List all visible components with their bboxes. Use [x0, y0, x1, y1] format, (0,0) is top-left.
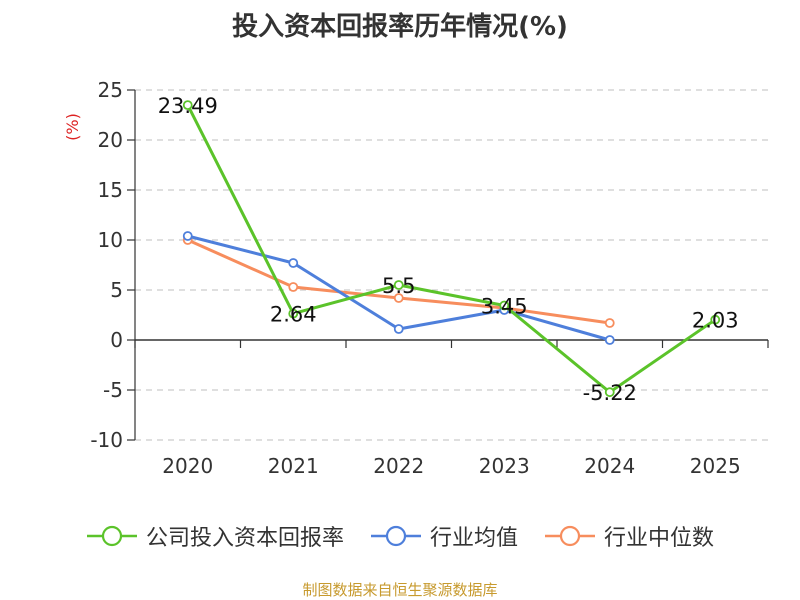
data-label: 3.45	[481, 295, 528, 319]
chart-title: 投入资本回报率历年情况(%)	[232, 12, 568, 42]
legend-marker-icon	[86, 525, 137, 547]
legend-label: 行业均值	[429, 526, 518, 551]
y-tick-label: 0	[110, 328, 123, 352]
y-tick-label: -10	[90, 428, 123, 452]
legend-marker-icon	[370, 525, 421, 547]
x-tick-label: 2023	[479, 454, 530, 478]
x-tick-label: 2020	[162, 454, 213, 478]
x-tick-label: 2022	[373, 454, 424, 478]
data-label: 2.03	[692, 309, 739, 333]
x-tick-label: 2024	[584, 454, 635, 478]
y-tick-label: 15	[98, 178, 123, 202]
y-tick-label: -5	[103, 378, 123, 402]
data-point[interactable]	[604, 318, 615, 328]
series-line-0	[186, 104, 717, 394]
data-point[interactable]	[393, 280, 404, 290]
data-point[interactable]	[288, 258, 299, 268]
data-label: 2.64	[270, 303, 317, 327]
legend-item[interactable]: 行业均值	[370, 520, 518, 552]
y-axis-label: (%)	[63, 113, 82, 141]
legend-item[interactable]: 行业中位数	[544, 520, 714, 552]
data-point[interactable]	[393, 324, 404, 334]
data-label: 23.49	[158, 94, 218, 118]
y-tick-label: 25	[98, 78, 123, 102]
data-point[interactable]	[604, 335, 615, 345]
legend: 公司投入资本回报率 行业均值 行业中位数	[0, 520, 800, 552]
data-labels: 23.49 2.64 5.5 3.45 -5.22 2.03	[158, 94, 739, 405]
x-tick-label: 2021	[268, 454, 319, 478]
x-tick-label: 2025	[690, 454, 741, 478]
legend-label: 行业中位数	[604, 526, 715, 551]
grid-lines	[135, 89, 768, 441]
y-tick-label: 20	[98, 128, 123, 152]
legend-label: 公司投入资本回报率	[145, 526, 344, 551]
y-tick-label: 5	[110, 278, 123, 302]
y-tick-label: 10	[98, 228, 123, 252]
legend-marker-icon	[545, 525, 595, 547]
legend-item[interactable]: 公司投入资本回报率	[86, 520, 344, 552]
data-label: 5.5	[382, 274, 415, 298]
data-point[interactable]	[182, 231, 193, 241]
data-point[interactable]	[288, 308, 299, 319]
source-note: 制图数据来自恒生聚源数据库	[302, 581, 498, 599]
data-point[interactable]	[182, 100, 193, 110]
data-point[interactable]	[288, 282, 299, 292]
data-point[interactable]	[604, 387, 615, 398]
data-point[interactable]	[393, 293, 404, 303]
axes: 25 20 15 10 5 0 -5 -10 2020 2021 2022 2023 2024 2025	[90, 78, 769, 478]
data-point[interactable]	[499, 300, 510, 311]
data-point[interactable]	[710, 314, 721, 325]
series-lines	[182, 100, 721, 398]
data-label: -5.22	[583, 381, 637, 405]
